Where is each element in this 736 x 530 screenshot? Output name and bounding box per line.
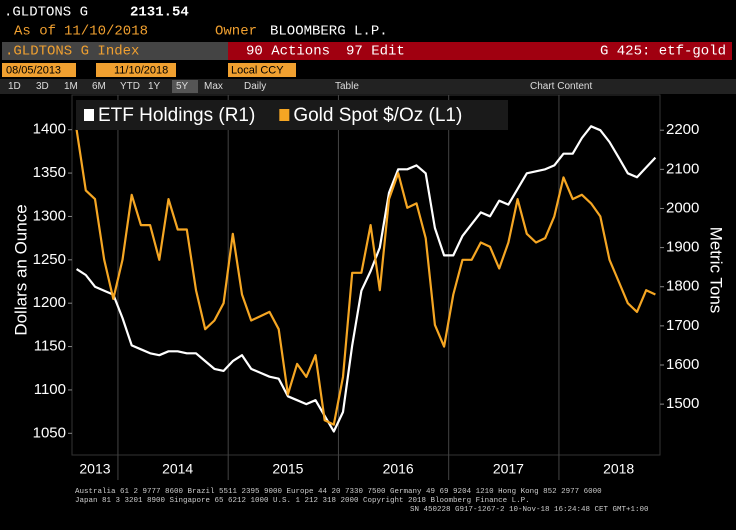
y-tick-label: 1300 [33,207,66,224]
legend-swatch [279,109,290,121]
security[interactable]: .GLDTONS G Index [5,44,139,60]
footer-line: Australia 61 2 9777 8600 Brazil 5511 239… [75,488,602,496]
range-button[interactable]: 1Y [148,81,161,92]
y2-tick-label: 2000 [666,199,699,216]
as-of-label: As of [14,24,56,40]
range-button[interactable]: 3D [36,81,49,92]
page-code: G 425: etf-gold [600,44,726,60]
legend-box [76,100,508,130]
action-bar [228,42,732,60]
y2-tick-label: 1700 [666,317,699,334]
security-bar [2,42,228,60]
y2-tick-label: 2200 [666,121,699,138]
y-tick-label: 1200 [33,294,66,311]
currency[interactable]: Local CCY [231,64,284,76]
edit-menu[interactable]: 97 Edit [346,44,405,60]
legend-label: Gold Spot $/Oz (L1) [293,105,462,126]
series-line [75,129,656,426]
y-tick-label: 1350 [33,164,66,181]
plot-frame [71,94,661,456]
y-tick-label: 1150 [34,338,66,355]
y-tick-label: 1250 [33,251,66,268]
footer-line: Japan 81 3 3201 8900 Singapore 65 6212 1… [75,497,530,505]
frequency[interactable]: Daily [244,81,266,92]
y-tick-label: 1100 [34,381,66,398]
as-of-date: 11/10/2018 [64,24,148,40]
x-tick-label: 2015 [272,461,303,477]
range-highlight [172,80,198,93]
end-date-box[interactable] [96,63,176,77]
end-date[interactable]: 11/10/2018 [114,64,168,76]
currency-box[interactable] [228,63,296,77]
x-tick-label: 2014 [162,461,193,477]
y-tick-label: 1400 [33,121,66,138]
y2-tick-label: 1800 [666,278,699,295]
start-date[interactable]: 08/05/2013 [6,64,61,76]
range-button[interactable]: 1D [8,81,21,92]
table-button[interactable]: Table [335,81,359,92]
y2-tick-label: 1600 [666,356,699,373]
range-button[interactable]: 5Y [176,81,189,92]
range-button[interactable]: YTD [120,81,140,92]
owner-label: Owner [215,24,257,40]
last-price: 2131.54 [130,5,189,21]
x-tick-label: 2016 [383,461,414,477]
actions-menu[interactable]: 90 Actions [246,44,330,60]
start-date-box[interactable] [2,63,76,77]
y2-tick-label: 1500 [666,395,699,412]
x-tick-label: 2018 [603,461,634,477]
legend-label: ETF Holdings (R1) [98,105,255,126]
x-tick-label: 2017 [493,461,524,477]
range-buttons: 1D 3D 1M 6M YTD 1Y 5Y Max [8,80,223,93]
chart-content[interactable]: Chart Content [530,81,592,92]
y2-tick-label: 1900 [666,239,699,256]
owner: BLOOMBERG L.P. [270,24,388,40]
y-tick-label: 1050 [33,424,66,441]
series-line [76,125,657,433]
y2-axis-title: Metric Tons [707,227,726,314]
range-button[interactable]: 1M [64,81,78,92]
x-tick-label: 2013 [79,461,110,477]
toolbar [0,79,736,94]
footer-line: SN 450228 G917-1267-2 10-Nov-18 16:24:48… [410,506,649,514]
range-button[interactable]: Max [204,81,223,92]
range-button[interactable]: 6M [92,81,106,92]
y-axis-title: Dollars an Ounce [11,204,30,335]
ticker: .GLDTONS G [4,5,88,21]
legend-swatch [84,109,94,121]
y2-tick-label: 2100 [666,160,699,177]
